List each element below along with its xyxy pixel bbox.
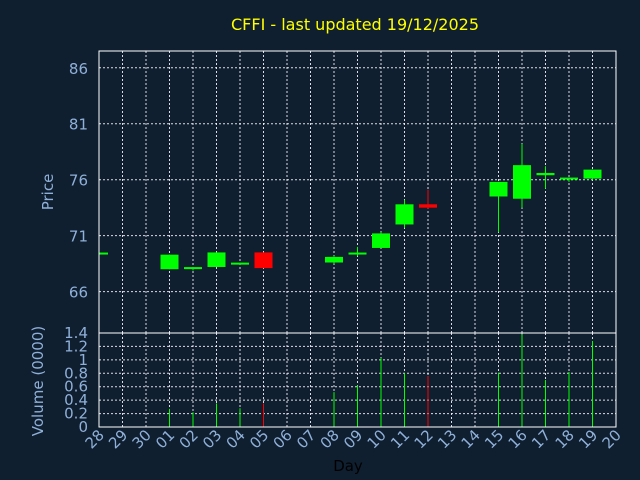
volume-axis-label: Volume (0000) [29, 326, 47, 436]
day-tick-label: 18 [552, 426, 578, 452]
day-tick-label: 08 [317, 426, 343, 452]
price-tick-label: 76 [69, 172, 88, 190]
candle-body [254, 252, 273, 269]
chart-title: CFFI - last updated 19/12/2025 [231, 15, 479, 34]
candle-body [536, 172, 555, 176]
candle-body [99, 252, 108, 255]
day-tick-label: 09 [340, 426, 366, 452]
volume-tick-label: 1.4 [64, 324, 88, 342]
day-tick-label: 05 [246, 426, 272, 452]
day-tick-label: 15 [481, 426, 507, 452]
candle-body [513, 165, 531, 199]
candle-body [325, 256, 343, 263]
candle-body [583, 169, 602, 179]
day-tick-label: 01 [152, 426, 178, 452]
candle-body [231, 262, 249, 265]
price-tick-label: 81 [69, 116, 88, 134]
day-tick-label: 11 [387, 426, 413, 452]
day-tick-label: 02 [176, 426, 202, 452]
volume-tick-label: 1.2 [64, 337, 88, 355]
candle-body [560, 177, 578, 180]
day-tick-label: 13 [434, 426, 460, 452]
price-axis-label: Price [39, 174, 57, 211]
volume-bars [169, 334, 593, 427]
volume-tick-label: 0.8 [64, 364, 88, 382]
volume-tick-label: 0 [78, 418, 88, 436]
volume-plot-frame [98, 332, 617, 428]
day-tick-label: 17 [528, 426, 554, 452]
day-tick-label: 20 [599, 426, 625, 452]
day-tick-label: 29 [105, 426, 131, 452]
day-tick-label: 10 [364, 426, 390, 452]
volume-tick-label: 0.6 [64, 378, 88, 396]
candle-body [489, 181, 508, 197]
price-grid [99, 51, 616, 333]
day-tick-label: 07 [293, 426, 319, 452]
volume-panel: 00.20.40.60.811.21.4 Volume (0000) [29, 324, 617, 436]
day-axis-ticks: 2829300102030405060708091011121314151617… [82, 426, 625, 452]
price-panel: 66 71 76 81 86 Price [39, 50, 617, 334]
volume-tick-label: 0.2 [64, 405, 88, 423]
day-tick-label: 04 [223, 426, 249, 452]
candle-body [419, 204, 437, 208]
day-tick-label: 16 [505, 426, 531, 452]
day-tick-label: 12 [411, 426, 437, 452]
candle-body [395, 204, 414, 225]
price-tick-label: 71 [69, 228, 88, 246]
day-axis-label: Day [333, 457, 363, 475]
candle-body [207, 252, 226, 267]
candle-body [372, 233, 390, 248]
day-tick-label: 19 [575, 426, 601, 452]
candles [99, 143, 602, 271]
price-tick-label: 66 [69, 284, 88, 302]
day-tick-label: 03 [199, 426, 225, 452]
day-tick-label: 30 [129, 426, 155, 452]
candle-body [160, 254, 179, 270]
volume-tick-label: 0.4 [64, 391, 88, 409]
day-tick-label: 06 [270, 426, 296, 452]
volume-tick-label: 1 [78, 351, 88, 369]
candle-body [184, 267, 202, 270]
candle-body [348, 252, 367, 255]
volume-y-ticks: 00.20.40.60.811.21.4 [64, 324, 88, 436]
day-tick-label: 14 [458, 426, 484, 452]
price-y-ticks: 66 71 76 81 86 [69, 60, 88, 302]
price-tick-label: 86 [69, 60, 88, 78]
